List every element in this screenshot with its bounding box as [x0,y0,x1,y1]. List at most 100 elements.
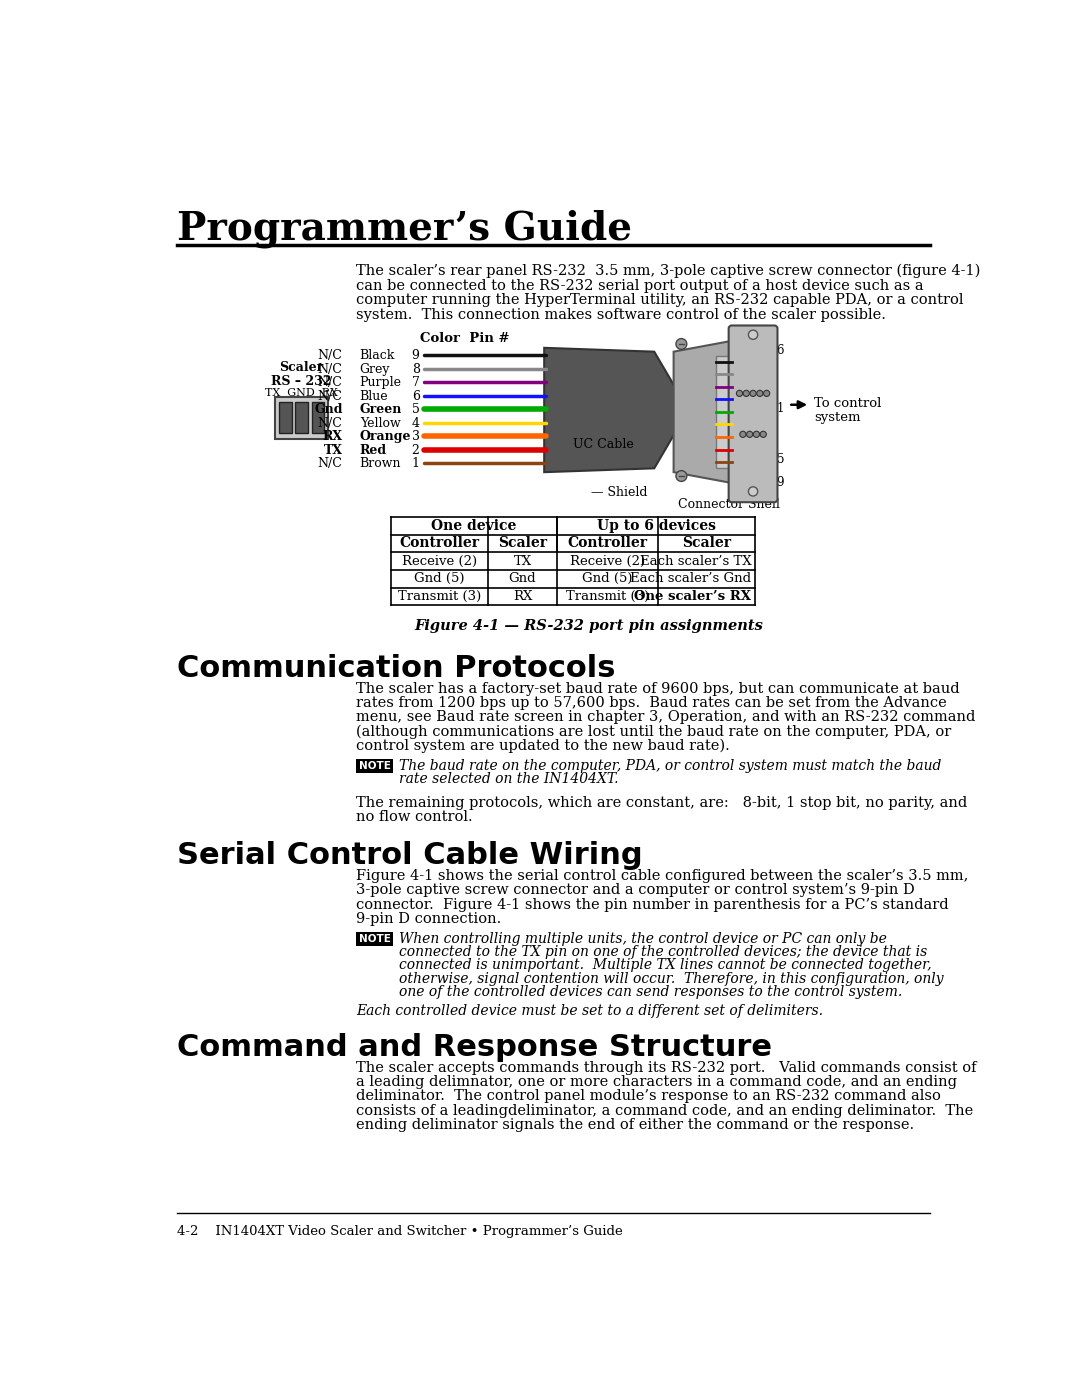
Text: 9-pin D connection.: 9-pin D connection. [356,912,501,926]
Text: 1: 1 [777,402,784,415]
Bar [279,402,292,433]
Text: RS – 232: RS – 232 [271,374,332,388]
Text: 5: 5 [777,453,784,467]
Text: The remaining protocols, which are constant, are:   8-bit, 1 stop bit, no parity: The remaining protocols, which are const… [356,796,967,810]
Text: NOTE: NOTE [359,935,390,944]
Text: rate selected on the IN1404XT.: rate selected on the IN1404XT. [400,773,619,787]
Text: N/C: N/C [318,349,342,362]
Text: connected to the TX pin on one of the controlled devices; the device that is: connected to the TX pin on one of the co… [400,946,928,960]
Text: 6: 6 [411,390,420,402]
Text: Scaler: Scaler [683,536,731,550]
Text: Yellow: Yellow [360,416,401,430]
Bar [716,355,732,468]
Text: N/C: N/C [318,376,342,390]
Bar [296,402,308,433]
Text: system: system [814,411,861,423]
Text: Red: Red [360,444,387,457]
Bar [356,759,393,773]
Text: Serial Control Cable Wiring: Serial Control Cable Wiring [177,841,643,870]
Text: Gnd: Gnd [314,404,342,416]
Text: 2: 2 [411,444,419,457]
Text: Brown: Brown [360,457,402,471]
Text: Scaler: Scaler [498,536,546,550]
Circle shape [676,338,687,349]
Text: TX: TX [513,555,531,567]
Text: system.  This connection makes software control of the scaler possible.: system. This connection makes software c… [356,307,886,321]
Text: N/C: N/C [318,390,342,402]
Circle shape [757,390,762,397]
Text: Orange: Orange [360,430,411,443]
Circle shape [746,432,753,437]
Text: (although communications are lost until the baud rate on the computer, PDA, or: (although communications are lost until … [356,725,951,739]
Text: N/C: N/C [318,363,342,376]
Text: To control: To control [814,397,881,411]
Text: 4: 4 [411,416,420,430]
Circle shape [754,432,759,437]
Text: TX  GND  RX: TX GND RX [266,388,338,398]
Circle shape [676,471,687,482]
Text: Green: Green [360,404,402,416]
Polygon shape [674,339,735,483]
Text: TX: TX [324,444,342,457]
Bar [275,397,328,439]
Circle shape [740,432,746,437]
Text: Transmit (3): Transmit (3) [566,590,649,604]
Text: 9: 9 [411,349,419,362]
Text: The scaler accepts commands through its RS-232 port.   Valid commands consist of: The scaler accepts commands through its … [356,1060,976,1074]
FancyBboxPatch shape [729,326,778,502]
Circle shape [737,390,743,397]
Text: 7: 7 [411,376,419,390]
Circle shape [748,486,758,496]
Text: connected is unimportant.  Multiple TX lines cannot be connected together,: connected is unimportant. Multiple TX li… [400,958,932,972]
Text: Communication Protocols: Communication Protocols [177,654,616,683]
Text: Gnd: Gnd [509,573,537,585]
Circle shape [743,390,750,397]
Text: Programmer’s Guide: Programmer’s Guide [177,210,632,249]
Text: 3: 3 [411,430,420,443]
Text: connector.  Figure 4-1 shows the pin number in parenthesis for a PC’s standard: connector. Figure 4-1 shows the pin numb… [356,898,948,912]
Text: N/C: N/C [318,416,342,430]
Text: Gnd (5): Gnd (5) [582,573,633,585]
Text: control system are updated to the new baud rate).: control system are updated to the new ba… [356,739,730,753]
Circle shape [748,330,758,339]
Polygon shape [544,348,677,472]
Text: One scaler’s RX: One scaler’s RX [634,590,751,604]
Circle shape [750,390,756,397]
Text: — Shield: — Shield [591,486,647,499]
Text: The scaler’s rear panel RS-232  3.5 mm, 3-pole captive screw connector (figure 4: The scaler’s rear panel RS-232 3.5 mm, 3… [356,264,981,278]
Text: Figure 4-1 — RS-232 port pin assignments: Figure 4-1 — RS-232 port pin assignments [414,619,762,633]
Text: Gnd (5): Gnd (5) [414,573,464,585]
Text: RX: RX [323,430,342,443]
Text: Each scaler’s TX: Each scaler’s TX [639,555,751,567]
Text: Transmit (3): Transmit (3) [397,590,481,604]
Text: a leading delimnator, one or more characters in a command code, and an ending: a leading delimnator, one or more charac… [356,1076,957,1090]
Text: Each scaler’s Gnd: Each scaler’s Gnd [630,573,751,585]
Text: computer running the HyperTerminal utility, an RS-232 capable PDA, or a control: computer running the HyperTerminal utili… [356,293,963,307]
Text: NOTE: NOTE [359,761,390,771]
Text: The scaler has a factory-set baud rate of 9600 bps, but can communicate at baud: The scaler has a factory-set baud rate o… [356,682,959,696]
Circle shape [764,390,770,397]
Text: 6: 6 [777,344,784,358]
Text: rates from 1200 bps up to 57,600 bps.  Baud rates can be set from the Advance: rates from 1200 bps up to 57,600 bps. Ba… [356,696,947,710]
Text: Blue: Blue [360,390,389,402]
Text: Figure 4-1 shows the serial control cable configured between the scaler’s 3.5 mm: Figure 4-1 shows the serial control cabl… [356,869,969,883]
Text: Grey: Grey [360,363,390,376]
Text: 9: 9 [777,476,784,489]
Text: Receive (2): Receive (2) [402,555,476,567]
Text: Command and Response Structure: Command and Response Structure [177,1034,772,1062]
Bar [312,402,324,433]
Text: N/C: N/C [318,457,342,471]
Text: Controller: Controller [400,536,480,550]
Text: Receive (2): Receive (2) [570,555,646,567]
Text: Connector Shell: Connector Shell [677,497,780,510]
Text: Up to 6 devices: Up to 6 devices [596,518,716,532]
Text: otherwise, signal contention will occur.  Therefore, in this configuration, only: otherwise, signal contention will occur.… [400,971,944,985]
Text: When controlling multiple units, the control device or PC can only be: When controlling multiple units, the con… [400,932,887,946]
Text: 8: 8 [411,363,420,376]
Text: Color  Pin #: Color Pin # [420,332,510,345]
Text: Purple: Purple [360,376,402,390]
Text: 1: 1 [411,457,420,471]
Bar [356,932,393,946]
Text: 4-2    IN1404XT Video Scaler and Switcher • Programmer’s Guide: 4-2 IN1404XT Video Scaler and Switcher •… [177,1225,622,1238]
Text: Black: Black [360,349,395,362]
